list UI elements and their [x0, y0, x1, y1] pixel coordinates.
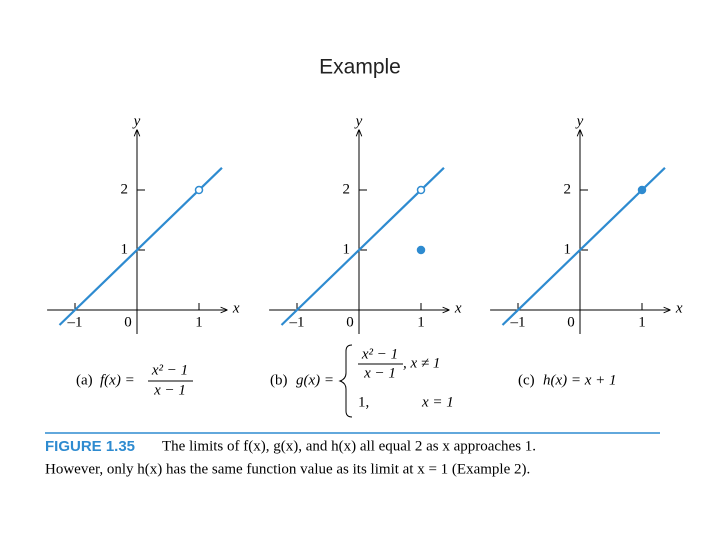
formula-a: (a) f(x) = x² − 1 x − 1	[76, 362, 193, 398]
function-line	[501, 167, 666, 326]
denominator: x − 1	[363, 365, 396, 381]
condition: , x ≠ 1	[403, 355, 440, 371]
x-tick-label: 1	[638, 314, 646, 330]
x-tick-label: –1	[67, 314, 83, 330]
formula-b: (b) g(x) = x² − 1 x − 1 , x ≠ 1 1, x = 1	[270, 344, 454, 418]
y-axis-label: y	[132, 113, 141, 129]
slide-title: Example	[319, 56, 401, 79]
x-tick-label: 1	[195, 314, 203, 330]
formula-c: (c) h(x) = x + 1	[518, 372, 617, 388]
panel: x y –1 0 1 1 2	[47, 113, 240, 334]
formula-expr: h(x) = x + 1	[543, 372, 617, 388]
y-tick-label: 2	[564, 181, 572, 197]
y-tick-label: 1	[121, 241, 129, 257]
case: 1,	[358, 394, 369, 410]
x-axis-label: x	[675, 300, 683, 316]
caption-line: However, only h(x) has the same function…	[45, 461, 530, 477]
x-tick-label: 1	[417, 314, 425, 330]
y-tick-label: 1	[564, 241, 572, 257]
numerator: x² − 1	[151, 362, 188, 378]
formula-label: (b)	[270, 372, 288, 388]
formula-lhs: f(x) =	[100, 372, 135, 388]
numerator: x² − 1	[361, 346, 398, 362]
y-axis-label: y	[575, 113, 584, 129]
filled-point	[416, 245, 426, 255]
figure-number: FIGURE 1.35	[45, 438, 135, 455]
open-point	[194, 185, 204, 195]
formula-label: (c)	[518, 372, 535, 388]
x-tick-label: 0	[124, 314, 132, 330]
x-tick-label: –1	[289, 314, 305, 330]
x-tick-label: 0	[567, 314, 575, 330]
formula-label: (a)	[76, 372, 93, 388]
x-axis-label: x	[454, 300, 462, 316]
y-tick-label: 2	[343, 181, 351, 197]
denominator: x − 1	[153, 382, 186, 398]
y-tick-label: 2	[121, 181, 129, 197]
caption-line: The limits of f(x), g(x), and h(x) all e…	[162, 438, 536, 454]
panel: x y –1 0 1 1 2	[490, 113, 683, 334]
open-point	[416, 185, 426, 195]
y-tick-label: 1	[343, 241, 351, 257]
condition: x = 1	[421, 394, 454, 410]
brace	[338, 344, 353, 418]
formula-lhs: g(x) =	[296, 372, 334, 388]
x-tick-label: –1	[510, 314, 526, 330]
y-axis-label: y	[354, 113, 363, 129]
function-line	[58, 167, 223, 326]
x-tick-label: 0	[346, 314, 354, 330]
filled-point	[637, 185, 647, 195]
x-axis-label: x	[232, 300, 240, 316]
panel: x y –1 0 1 1 2	[269, 113, 462, 334]
function-line	[280, 167, 445, 326]
